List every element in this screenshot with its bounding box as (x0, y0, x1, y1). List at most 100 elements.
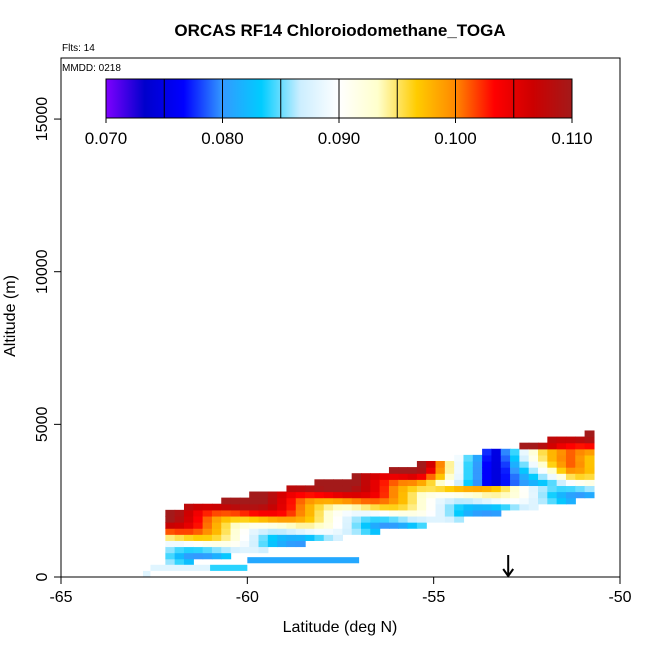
heatmap-cell (388, 515, 399, 523)
heatmap-cell (547, 491, 558, 499)
heatmap-cell (472, 454, 483, 462)
heatmap-cell (193, 546, 204, 554)
heatmap-cell (239, 509, 250, 517)
heatmap-cell (416, 497, 427, 505)
heatmap-cell (407, 467, 418, 474)
heatmap-cell (193, 534, 204, 541)
heatmap-cell (426, 460, 437, 468)
flights-annotation: Flts: 14 (62, 43, 95, 54)
heatmap-cell (361, 485, 371, 493)
heatmap-cell (202, 522, 213, 529)
heatmap-cell (547, 460, 558, 468)
heatmap-cell (258, 509, 269, 517)
heatmap-cell (239, 540, 250, 548)
heatmap-cell (528, 485, 539, 493)
heatmap-cell (519, 479, 530, 487)
heatmap-cell (500, 448, 511, 456)
heatmap-cell (500, 479, 511, 487)
heatmap-cell (267, 515, 278, 523)
heatmap-cell (314, 485, 325, 493)
arrow-head (502, 568, 515, 578)
heatmap-cell (510, 454, 520, 462)
heatmap-cell (239, 503, 250, 511)
heatmap-cell (472, 503, 483, 511)
heatmap-cell (323, 522, 334, 529)
heatmap-cell (472, 509, 483, 517)
heatmap-cell (351, 479, 362, 487)
heatmap-cell (333, 515, 343, 523)
heatmap-cell (584, 485, 595, 493)
heatmap-cell (407, 491, 418, 499)
heatmap-cell (342, 503, 353, 511)
heatmap-cell (584, 467, 595, 474)
heatmap-cell (277, 522, 288, 529)
x-axis: -65 -60 -55 -50 (49, 577, 632, 606)
heatmap-cell (584, 448, 595, 456)
heatmap-cell (361, 473, 371, 480)
heatmap-cell (547, 473, 558, 480)
heatmap-cell (230, 515, 241, 523)
heatmap-cell (491, 491, 502, 499)
heatmap-cell (323, 534, 334, 541)
heatmap-cell (351, 497, 362, 505)
heatmap-cell (295, 540, 306, 548)
heatmap-cell (388, 522, 399, 529)
heatmap-cell (444, 485, 455, 493)
heatmap-cell (482, 448, 493, 456)
heatmap-cell (500, 467, 511, 474)
heatmap-cell (361, 491, 371, 499)
heatmap-cell (500, 497, 511, 505)
heatmap-cell (426, 503, 437, 511)
heatmap-cell (435, 485, 446, 493)
heatmap-cell (388, 467, 399, 474)
heatmap-cell (538, 460, 548, 468)
heatmap-cell (323, 485, 334, 493)
heatmap-cell (519, 485, 530, 493)
heatmap-cell (565, 448, 576, 456)
heatmap-cell (444, 467, 455, 474)
heatmap-cell (351, 473, 362, 480)
heatmap-cell (538, 497, 548, 505)
heatmap-cell (267, 534, 278, 541)
heatmap-cell (454, 509, 465, 517)
heatmap-cell (174, 546, 185, 554)
heatmap-cell (538, 442, 548, 450)
heatmap-cell (435, 515, 446, 523)
heatmap-cell (398, 503, 409, 511)
heatmap-cell (361, 497, 371, 505)
heatmap-cell (379, 522, 390, 529)
heatmap-cell (333, 497, 343, 505)
heatmap-cell (575, 448, 586, 456)
heatmap-cell (165, 515, 176, 523)
heatmap-cell (305, 485, 316, 493)
heatmap-cell (221, 497, 232, 505)
heatmap-cell (305, 528, 316, 535)
heatmap-cell (351, 503, 362, 511)
heatmap-cell (361, 479, 371, 487)
heatmap-cell (584, 479, 595, 487)
heatmap-cell (258, 497, 269, 505)
heatmap-cell (426, 479, 437, 487)
heatmap-cell (407, 485, 418, 493)
heatmap-cell (379, 503, 390, 511)
heatmap-cell (333, 528, 343, 535)
heatmap-cell (174, 552, 185, 560)
heatmap-cell (286, 540, 297, 548)
heatmap-cell (454, 515, 465, 523)
heatmap-cell (202, 534, 213, 541)
heatmap-cell (538, 454, 548, 462)
x-tick-label: -65 (49, 589, 72, 606)
heatmap-cell (295, 522, 306, 529)
heatmap-cell (258, 528, 269, 535)
heatmap-cell (519, 460, 530, 468)
heatmap-cell (547, 448, 558, 456)
heatmap-cell (426, 485, 437, 493)
heatmap-cell (454, 491, 465, 499)
heatmap-cell (482, 473, 493, 480)
heatmap-cell (183, 534, 194, 541)
heatmap-cell (305, 509, 316, 517)
heatmap-cell (314, 509, 325, 517)
heatmap-cell (351, 491, 362, 499)
heatmap-cell (183, 509, 194, 517)
heatmap-cell (165, 522, 176, 529)
